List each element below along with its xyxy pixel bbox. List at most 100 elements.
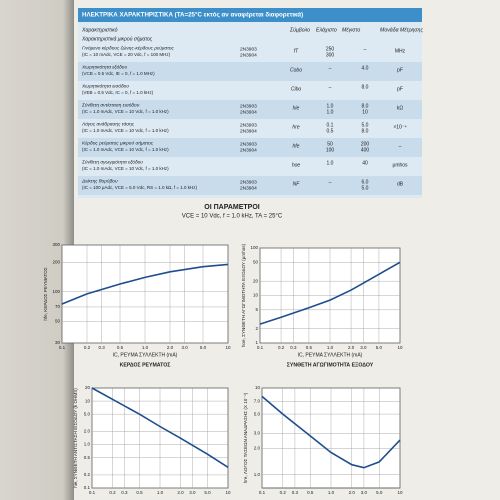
x-tick-label: 1.0: [142, 345, 149, 350]
curve: [259, 261, 401, 325]
x-tick-label: 0.3: [121, 490, 128, 495]
symbol: fT: [294, 48, 299, 54]
row-label: Σύνθετη αγωγιμότητα εξόδου: [81, 158, 143, 165]
x-tick-label: 0.3: [98, 345, 105, 350]
max: 8.0: [362, 128, 369, 134]
min: 1.0: [327, 109, 334, 115]
x-axis-label: IC, ΡΕΥΜΑ ΣΥΛΛΕΚΤΗ (mA): [298, 352, 363, 358]
row-condition: (IC = 1.0 mAdc, VCE = 10 Vdc, f = 1.0 kH…: [82, 147, 169, 152]
unit: pF: [397, 86, 403, 92]
max: 8.0: [362, 84, 369, 90]
x-tick-label: 0.5: [306, 345, 313, 350]
y-axis-label: hfe, ΚΕΡΔΟΣ ΡΕΥΜΑΤΟΣ: [43, 267, 48, 320]
x-tick-label: 0.1: [89, 490, 96, 495]
row-band: [78, 100, 422, 119]
row-band: [78, 176, 422, 195]
table-header-bar: [78, 8, 422, 22]
y-tick-label: 20: [85, 385, 91, 390]
row-label: Λόγος ανάδρασης τάσης: [81, 120, 135, 127]
max: 40: [362, 160, 368, 166]
unit: MHz: [395, 48, 406, 54]
max: 4.0: [362, 65, 369, 71]
unit: dB: [397, 181, 404, 187]
y-tick-label: 70: [55, 304, 61, 309]
x-tick-label: 1.0: [157, 490, 164, 495]
x-tick-label: 5.0: [376, 345, 383, 350]
row-condition: (IC = 1.0 mAdc, VCE = 10 Vdc, f = 1.0 kH…: [82, 109, 169, 114]
device: 2N3904: [240, 128, 257, 134]
x-tick-label: 0.5: [117, 345, 124, 350]
row-label: Χωρητικότητα εξόδου: [81, 63, 127, 70]
unit: pF: [397, 67, 403, 73]
symbol: NF: [293, 181, 301, 187]
y-tick-label: 0.5: [84, 455, 91, 460]
max: 5.0: [362, 122, 369, 128]
min: 0.5: [327, 128, 334, 134]
x-tick-label: 10: [225, 490, 231, 495]
row-condition: (VEB = 0.5 Vdc, IC = 0, f = 1.0 kHz): [82, 90, 154, 95]
y-tick-label: 100: [250, 245, 258, 250]
chart-title: ΚΕΡΔΟΣ ΡΕΥΜΑΤΟΣ: [120, 362, 171, 368]
y-tick-label: 2.0: [84, 429, 91, 434]
max: 10: [362, 109, 368, 115]
column-header: Χαρακτηριστικό: [81, 26, 118, 33]
y-tick-label: 30: [55, 340, 61, 345]
x-tick-label: 10: [225, 345, 231, 350]
device: 2N3903: [240, 46, 257, 52]
x-tick-label: 0.2: [278, 345, 285, 350]
x-tick-label: 0.2: [84, 345, 91, 350]
table-section: Χαρακτηριστικά μικρού σήματος: [81, 35, 153, 42]
device: 2N3904: [240, 109, 257, 115]
x-tick-label: 0.3: [290, 345, 297, 350]
curve: [61, 263, 229, 305]
y-tick-label: 10: [85, 398, 91, 403]
y-tick-label: 200: [52, 259, 60, 264]
y-tick-label: 300: [52, 242, 60, 247]
device: 2N3903: [240, 122, 257, 128]
y-tick-label: 7.0: [254, 399, 261, 404]
params-conditions: VCE = 10 Vdc, f = 1.0 kHz, TA = 25°C: [182, 214, 283, 220]
unit: –: [399, 143, 402, 149]
y-tick-label: 50: [55, 318, 61, 323]
y-tick-label: 5: [255, 307, 258, 312]
min: 1.0: [327, 103, 334, 109]
x-tick-label: 0.1: [257, 345, 264, 350]
curve: [261, 395, 401, 469]
y-tick-label: 3.0: [254, 430, 261, 435]
y-axis-label: hoe, ΣΥΝΘΕΤΗ ΑΓΩΓΙΜΟΤΗΤΑ ΕΞΟΔΟΥ (μmhos): [241, 243, 246, 347]
row-condition: (IC = 1.0 mAdc, VCE = 10 Vdc, f = 1.0 kH…: [82, 166, 169, 171]
y-tick-label: 10: [253, 293, 259, 298]
x-tick-label: 0.5: [136, 490, 143, 495]
min: –: [329, 179, 332, 185]
device: 2N3903: [240, 179, 257, 185]
y-tick-label: 2: [255, 326, 258, 331]
x-tick-label: 0.2: [109, 490, 116, 495]
min: –: [329, 84, 332, 90]
row-condition: (VCB = 0.5 Vdc, IE = 0, f = 1.0 MHz): [82, 71, 155, 76]
y-tick-label: 100: [52, 289, 60, 294]
unit: ×10⁻⁴: [393, 124, 406, 130]
y-tick-label: 5.0: [84, 411, 91, 416]
y-axis-label: hre, ΛΟΓΟΣ ΤΑΣΕΩΝ ΑΝΑΔΡΑΣΗΣ (X 10⁻⁴): [243, 392, 248, 483]
max: 400: [361, 147, 370, 153]
params-title: ΟΙ ΠΑΡΑΜΕΤΡΟΙ: [204, 204, 260, 211]
y-tick-label: 50: [253, 259, 259, 264]
chart-title: ΣΥΝΘΕΤΗ ΑΓΩΓΙΜΟΤΗΤΑ ΕΞΟΔΟΥ: [287, 362, 374, 368]
column-header: Ελάχιστο: [316, 27, 337, 33]
symbol: hfe: [293, 143, 300, 149]
max: 6.0: [362, 179, 369, 185]
unit: kΩ: [397, 105, 404, 111]
min: –: [329, 65, 332, 71]
row-label: Χωρητικότητα εισόδου: [81, 82, 129, 89]
row-condition: (IC = 100 μAdc, VCE = 5.0 Vdc, RS = 1.0 …: [82, 185, 198, 190]
table-header: ΗΛΕΚΤΡΙΚΑ ΧΑΡΑΚΤΗΡΙΣΤΙΚΑ (TA=25°C εκτός …: [82, 12, 303, 19]
y-tick-label: 0.1: [84, 485, 91, 490]
symbol: hoe: [292, 162, 301, 168]
min: 0.1: [327, 122, 334, 128]
y-tick-label: 1.0: [254, 472, 261, 477]
x-tick-label: 3.0: [360, 345, 367, 350]
y-tick-label: 5.0: [254, 411, 261, 416]
y-tick-label: 20: [253, 278, 259, 283]
x-tick-label: 2.0: [167, 345, 174, 350]
